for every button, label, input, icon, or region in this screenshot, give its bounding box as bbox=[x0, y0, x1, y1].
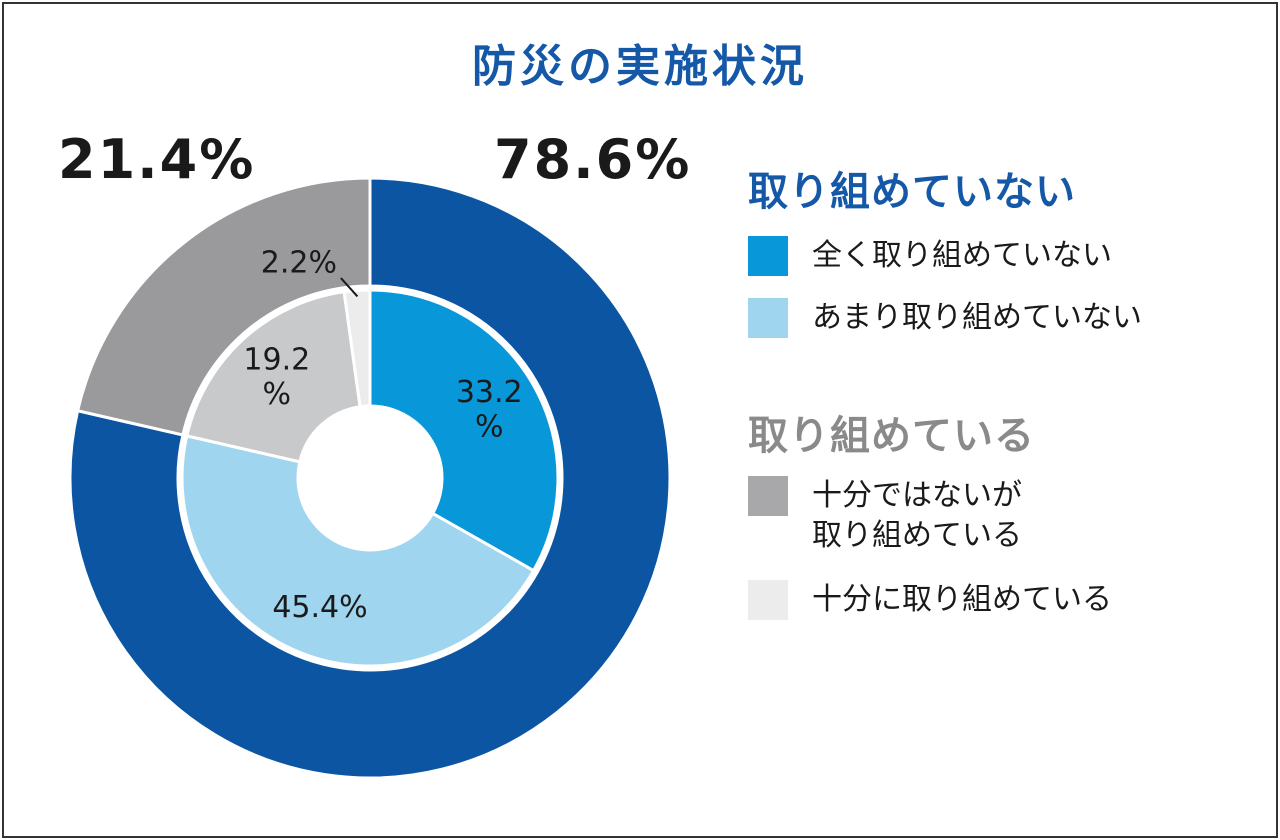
inner-value-label-1: 45.4% bbox=[272, 590, 367, 625]
outer-value-label-not-implementing: 78.6% bbox=[494, 128, 692, 191]
legend-swatch bbox=[748, 236, 788, 276]
legend-item-label: 十分に取り組めている bbox=[812, 582, 1112, 617]
legend-swatch bbox=[748, 476, 788, 516]
legend-item-label: 全く取り組めていない bbox=[812, 238, 1112, 273]
outer-slice-0 bbox=[68, 176, 672, 780]
legend-item: 全く取り組めていない bbox=[748, 236, 1268, 276]
legend-item-label: 十分ではないが 取り組めている bbox=[812, 478, 1022, 553]
inner-slice-2 bbox=[184, 290, 362, 464]
donut-chart: 33.2 % 45.4% 19.2 % 2.2% bbox=[68, 176, 672, 780]
inner-value-label-0: 33.2% bbox=[456, 375, 523, 445]
outer-slice-1 bbox=[75, 176, 372, 437]
legend-group-title: 取り組めている bbox=[748, 413, 1035, 459]
legend-item: 十分ではないが 取り組めている bbox=[748, 476, 1268, 556]
legend-item: 十分に取り組めている bbox=[748, 580, 1268, 620]
outer-value-label-implementing: 21.4% bbox=[58, 128, 256, 191]
legend-group-title: 取り組めていない bbox=[748, 169, 1076, 215]
chart-title: 防災の実施状況 bbox=[472, 41, 808, 92]
legend-item-label: あまり取り組めていない bbox=[812, 300, 1142, 335]
inner-slice-0 bbox=[368, 288, 560, 573]
leader-line bbox=[340, 277, 359, 298]
inner-value-label-2: 19.2% bbox=[243, 342, 310, 412]
legend-item: あまり取り組めていない bbox=[748, 298, 1268, 338]
inner-value-label-3: 2.2% bbox=[261, 246, 337, 281]
legend-group-not-implementing: 取り組めていない 全く取り組めていない あまり取り組めていない bbox=[748, 168, 1268, 338]
inner-slice-1 bbox=[180, 434, 536, 668]
legend-group-implementing: 取り組めている 十分ではないが 取り組めている 十分に取り組めている bbox=[748, 412, 1268, 620]
legend-swatch bbox=[748, 580, 788, 620]
legend: 取り組めていない 全く取り組めていない あまり取り組めていない 取り組めている … bbox=[748, 168, 1268, 620]
legend-swatch bbox=[748, 298, 788, 338]
